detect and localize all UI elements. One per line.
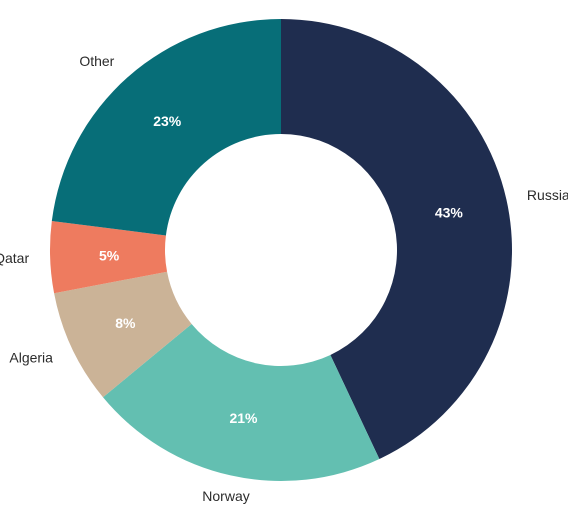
- data-label-other: 23%: [153, 113, 182, 129]
- slice-algeria: [54, 271, 192, 398]
- data-label-norway: 21%: [229, 410, 258, 426]
- category-label-norway: Norway: [202, 488, 249, 504]
- slices-group: [49, 19, 513, 481]
- category-label-russia: Russia: [527, 187, 568, 203]
- slice-norway: [103, 323, 380, 481]
- category-label-qatar: Qatar: [0, 250, 29, 266]
- labels-group: 43% Russia 21% Norway 8% Algeria 5% Qatar 23% Oth…: [0, 53, 568, 504]
- data-label-russia: 43%: [435, 204, 464, 220]
- data-label-algeria: 8%: [115, 315, 136, 331]
- slice-qatar: [49, 221, 168, 294]
- category-label-other: Other: [79, 53, 114, 69]
- data-label-qatar: 5%: [99, 247, 120, 263]
- slice-other: [51, 19, 281, 236]
- category-label-algeria: Algeria: [9, 349, 53, 365]
- slice-russia: [281, 19, 513, 460]
